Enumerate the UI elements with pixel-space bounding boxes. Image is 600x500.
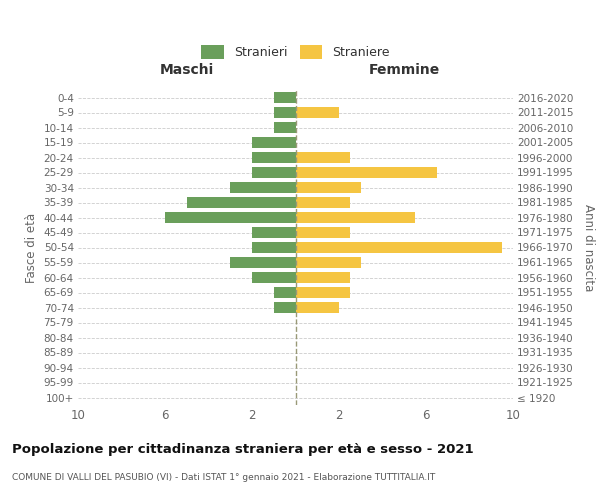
Bar xyxy=(296,107,339,118)
Text: Femmine: Femmine xyxy=(368,64,440,78)
Bar xyxy=(296,257,361,268)
Bar xyxy=(274,122,296,133)
Text: COMUNE DI VALLI DEL PASUBIO (VI) - Dati ISTAT 1° gennaio 2021 - Elaborazione TUT: COMUNE DI VALLI DEL PASUBIO (VI) - Dati … xyxy=(12,472,435,482)
Bar xyxy=(274,287,296,298)
Bar xyxy=(165,212,296,223)
Bar xyxy=(296,287,350,298)
Bar xyxy=(296,242,502,253)
Bar xyxy=(296,182,361,193)
Bar xyxy=(274,302,296,313)
Y-axis label: Fasce di età: Fasce di età xyxy=(25,212,38,282)
Bar xyxy=(296,212,415,223)
Bar xyxy=(296,302,339,313)
Text: Maschi: Maschi xyxy=(160,64,214,78)
Bar xyxy=(252,152,296,163)
Bar xyxy=(296,152,350,163)
Bar xyxy=(296,227,350,238)
Legend: Stranieri, Straniere: Stranieri, Straniere xyxy=(196,40,395,64)
Bar xyxy=(252,137,296,148)
Bar xyxy=(230,182,296,193)
Bar xyxy=(274,107,296,118)
Bar xyxy=(252,242,296,253)
Bar xyxy=(296,272,350,283)
Bar xyxy=(252,167,296,178)
Bar xyxy=(274,92,296,103)
Bar xyxy=(296,167,437,178)
Bar xyxy=(296,197,350,208)
Bar xyxy=(187,197,296,208)
Y-axis label: Anni di nascita: Anni di nascita xyxy=(582,204,595,291)
Bar xyxy=(252,227,296,238)
Text: Popolazione per cittadinanza straniera per età e sesso - 2021: Popolazione per cittadinanza straniera p… xyxy=(12,442,473,456)
Bar xyxy=(252,272,296,283)
Bar xyxy=(230,257,296,268)
